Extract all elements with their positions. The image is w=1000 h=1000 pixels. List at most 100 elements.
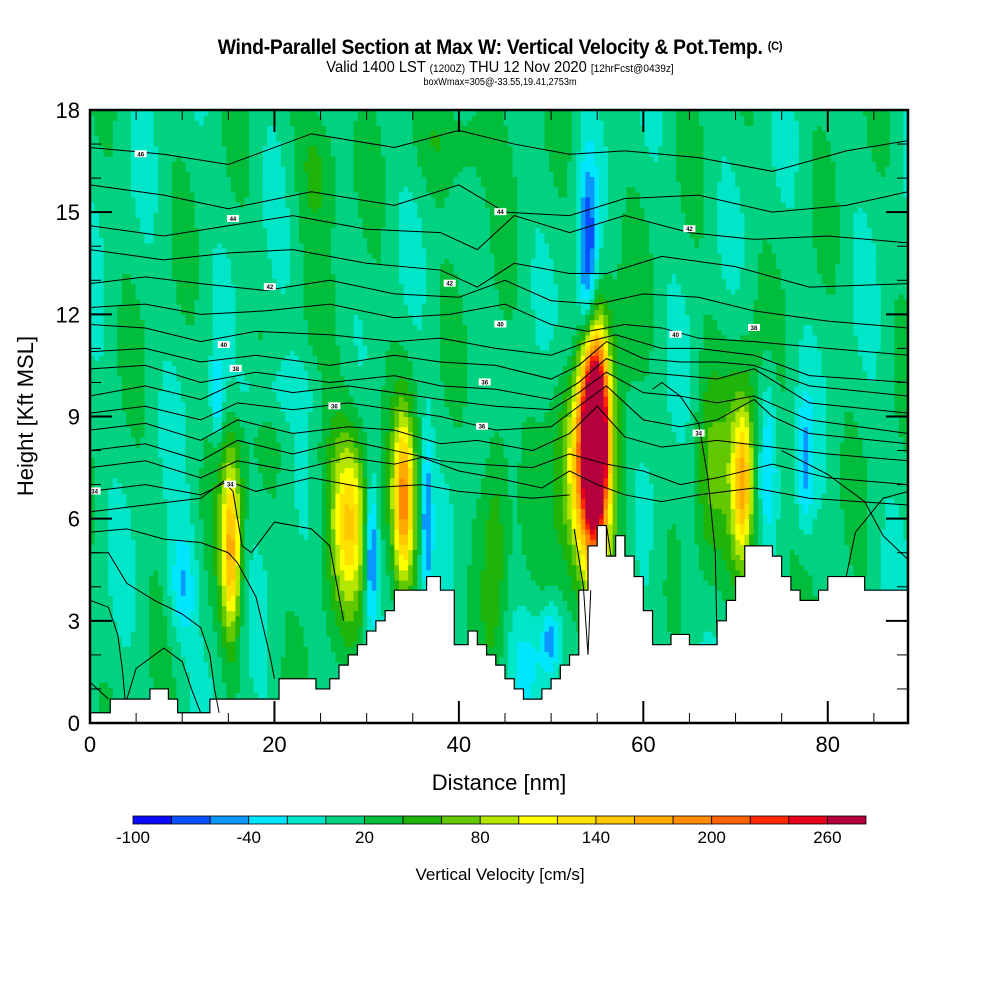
field-cell [108,493,127,499]
field-cell [571,559,577,566]
field-cell [730,549,736,556]
field-cell [735,513,741,520]
field-cell [567,385,573,392]
field-cell [535,334,555,341]
field-cell [149,579,159,586]
field-cell [503,641,509,647]
field-cell [558,319,586,326]
field-cell [803,457,809,464]
field-cell [94,488,109,494]
field-cell [221,442,241,448]
field-cell [171,615,182,622]
field-cell [249,625,268,632]
field-cell [376,600,382,607]
field-cell [571,585,582,591]
field-cell [517,687,532,693]
field-cell [321,595,332,601]
field-cell [294,452,309,458]
field-cell [285,288,305,295]
field-cell [249,493,273,499]
field-cell [739,436,745,443]
field-cell [430,401,446,407]
field-cell [653,288,668,295]
field-cell [103,293,123,300]
field-cell [226,620,232,627]
field-cell [230,620,237,627]
field-cell [249,641,268,647]
field-cell [503,564,509,571]
field-cell [612,344,618,351]
field-cell [253,554,264,561]
field-cell [730,508,736,515]
field-cell [753,477,759,484]
field-cell [812,416,827,423]
field-cell [758,416,764,423]
field-cell [244,503,250,510]
field-cell [626,595,668,601]
field-cell [603,324,609,331]
field-cell [294,447,309,453]
field-cell [376,544,382,550]
field-cell [330,482,336,489]
field-cell [798,375,827,382]
field-cell [789,569,809,576]
field-cell [648,559,668,566]
field-cell [153,569,159,576]
field-cell [771,457,777,464]
field-cell [680,569,705,576]
field-cell [726,518,732,525]
field-cell [144,385,164,392]
field-cell [212,523,218,530]
field-cell [798,360,823,367]
field-cell [839,493,868,499]
field-cell [517,677,536,683]
field-cell [453,610,468,617]
field-cell [367,615,373,622]
field-cell [417,390,446,397]
field-cell [208,574,218,581]
field-cell [798,508,805,515]
field-cell [762,467,777,474]
field-cell [358,631,364,637]
field-cell [594,237,600,244]
field-cell [748,498,755,504]
field-cell [249,666,268,673]
field-cell [326,615,336,622]
field-cell [776,436,795,443]
field-cell [576,528,582,535]
field-cell [485,554,505,561]
field-cell [308,324,336,331]
field-cell [262,421,273,428]
field-cell [898,421,908,428]
field-cell [739,477,745,484]
field-cell [553,334,573,341]
field-cell [199,574,209,581]
field-cell [326,620,336,627]
field-cell [380,579,391,586]
field-cell [621,457,627,464]
field-cell [217,528,223,535]
field-cell [703,319,718,326]
field-cell [753,467,759,474]
field-cell [399,533,409,540]
field-cell [467,339,536,346]
field-cell [535,677,559,683]
field-cell [626,472,636,479]
field-cell [339,493,355,499]
field-cell [576,559,582,566]
field-cell [162,482,191,489]
field-cell [176,539,187,545]
field-cell [249,380,273,387]
field-cell [258,544,323,550]
field-cell [185,467,200,474]
field-cell [212,273,232,280]
field-cell [826,482,841,489]
field-cell [517,462,555,469]
field-cell [785,339,800,346]
field-cell [167,625,177,632]
field-cell [612,482,618,489]
field-cell [376,605,382,612]
field-cell [821,355,864,361]
field-cell [303,533,309,540]
field-cell [462,304,500,310]
